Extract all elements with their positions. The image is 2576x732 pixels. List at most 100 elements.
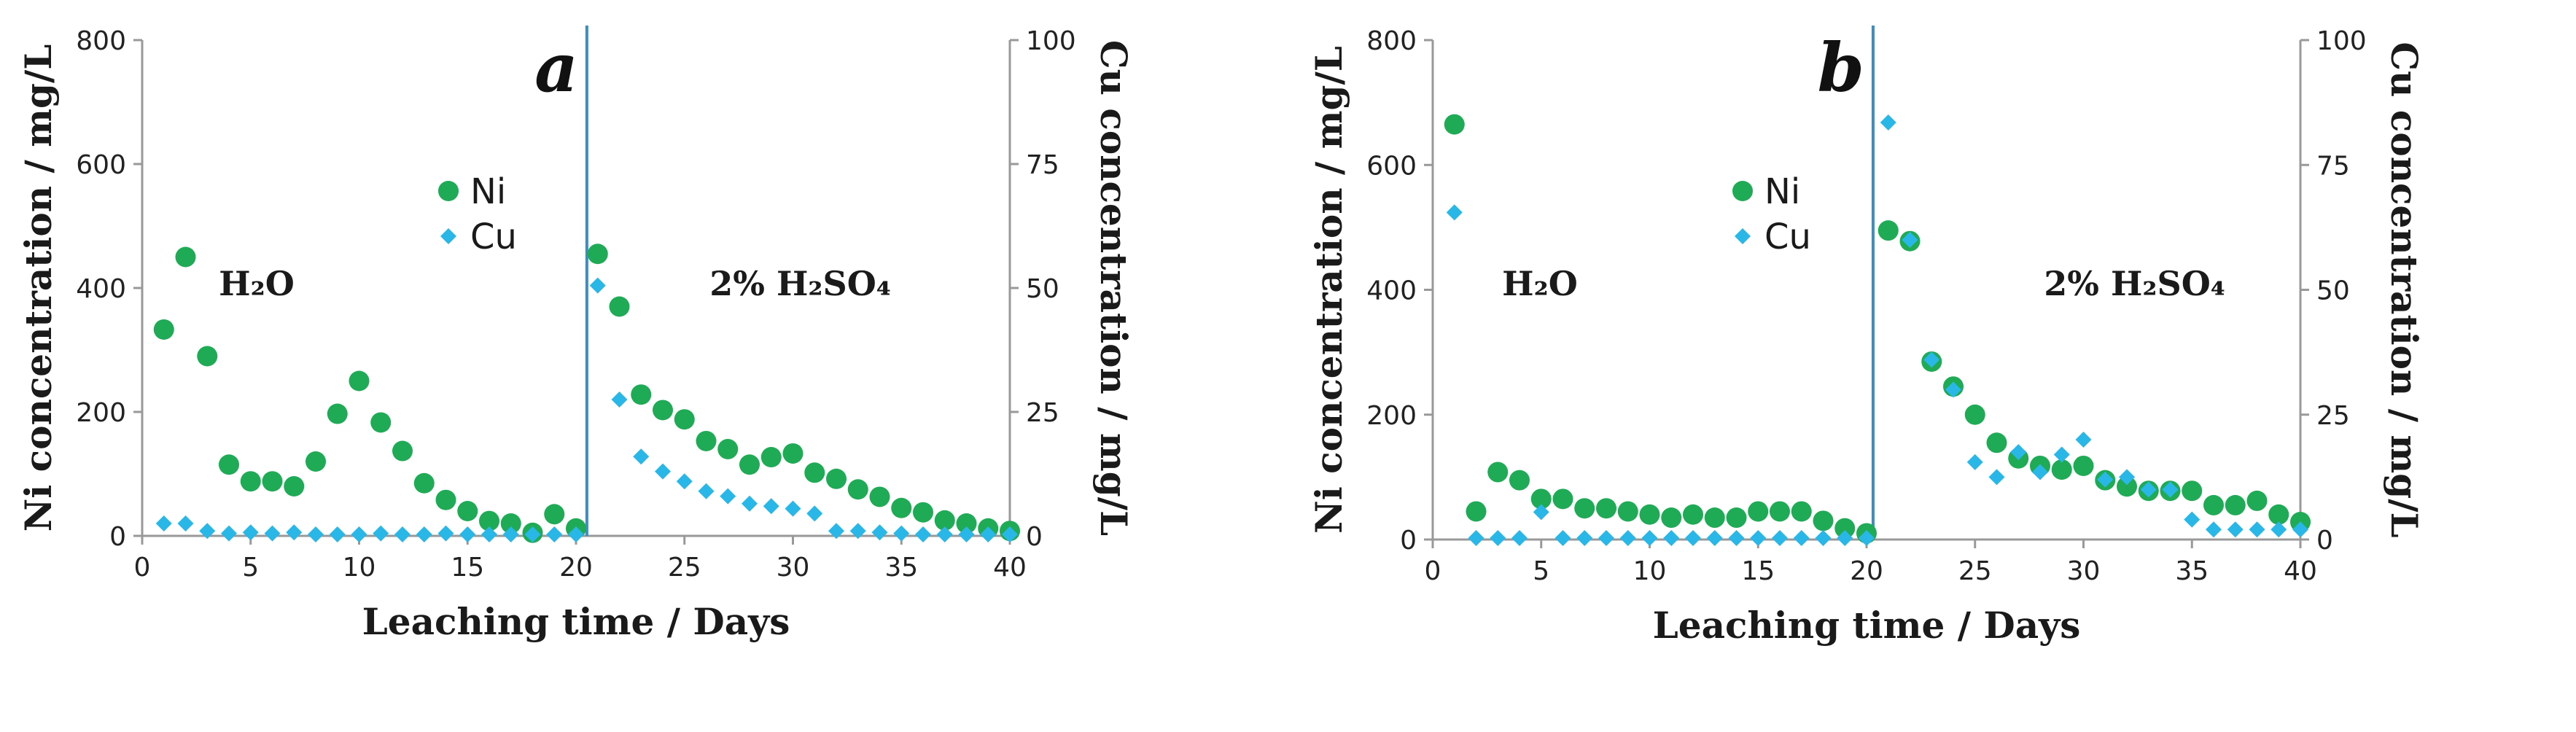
legend-cu-label-b: Cu xyxy=(1764,217,1811,257)
cu-point xyxy=(1793,529,1810,546)
legend-cu-label-a: Cu xyxy=(470,217,517,257)
ni-point xyxy=(913,502,933,523)
ni-point xyxy=(2182,480,2203,502)
ni-point xyxy=(934,510,955,531)
ni-point xyxy=(804,462,825,483)
ni-point xyxy=(370,412,392,433)
legend-cu-marker xyxy=(440,228,456,244)
ni-point xyxy=(1704,507,1725,529)
cu-point xyxy=(1815,529,1832,546)
cu-point xyxy=(1685,529,1701,546)
ni-point xyxy=(1530,488,1552,510)
cu-point xyxy=(199,523,216,540)
x-tick-label: 5 xyxy=(1533,556,1549,586)
ni-point xyxy=(1639,504,1660,525)
ni-point xyxy=(1596,498,1616,519)
cu-point xyxy=(1446,204,1463,221)
cu-point xyxy=(308,526,324,542)
cu-point xyxy=(568,526,584,542)
ni-point xyxy=(717,439,739,459)
cu-point xyxy=(1966,453,1983,470)
cu-point xyxy=(936,526,953,542)
cu-point xyxy=(2162,481,2179,498)
cu-point xyxy=(373,525,389,542)
y-right-tick-label: 75 xyxy=(2316,151,2350,181)
cu-point xyxy=(720,488,736,505)
legend-ni-marker xyxy=(438,181,459,201)
cu-point xyxy=(394,526,410,542)
x-tick-label: 40 xyxy=(2284,556,2317,586)
ni-point xyxy=(2117,476,2137,497)
cu-point xyxy=(1945,381,1961,398)
annotation-water-a: H₂O xyxy=(219,264,295,303)
x-axis-title-b: Leaching time / Days xyxy=(1653,604,2081,647)
cu-point xyxy=(459,526,476,542)
ni-point xyxy=(349,370,370,392)
cu-point xyxy=(437,525,454,542)
cu-point xyxy=(2227,521,2244,538)
ni-point xyxy=(262,471,283,492)
annotation-water-b: H₂O xyxy=(1502,264,1578,303)
ni-point xyxy=(760,447,782,468)
ni-point xyxy=(2268,504,2289,525)
ni-point xyxy=(869,486,890,507)
cu-point xyxy=(1468,529,1484,546)
y-left-tick-label: 200 xyxy=(76,398,126,428)
x-tick-label: 10 xyxy=(1633,556,1667,586)
cu-point xyxy=(958,526,975,542)
y-left-tick-label: 600 xyxy=(1366,151,1417,181)
chart-panel-b: 0 5 10 15 20 25 30 35 4002004006008000255075100 … xyxy=(1307,26,2426,647)
ni-point xyxy=(457,501,478,521)
x-tick-label: 30 xyxy=(2067,556,2101,586)
y-left-tick-label: 0 xyxy=(109,522,126,552)
ni-point xyxy=(1444,114,1465,135)
ni-point xyxy=(2246,490,2268,511)
ni-point xyxy=(609,296,630,317)
y-left-tick-label: 800 xyxy=(76,26,126,56)
cu-point xyxy=(1902,232,1918,248)
cu-point xyxy=(1554,529,1571,546)
cu-point xyxy=(1837,529,1853,546)
ni-point xyxy=(153,319,174,340)
ni-point xyxy=(653,400,673,421)
x-tick-label: 5 xyxy=(242,553,259,583)
cu-point xyxy=(828,523,844,540)
cu-point xyxy=(785,500,801,517)
cu-point xyxy=(481,526,497,542)
cu-point xyxy=(1772,529,1788,546)
x-axis-title-a: Leaching time / Days xyxy=(362,600,790,643)
cu-point xyxy=(1619,529,1636,546)
ni-point xyxy=(891,497,912,518)
chart-panel-a: 0 5 10 15 20 25 30 35 4002004006008000255075100 … xyxy=(17,26,1135,643)
cu-point xyxy=(698,483,715,499)
cu-point xyxy=(633,448,650,465)
cu-point xyxy=(676,473,693,490)
x-tick-label: 25 xyxy=(668,553,701,583)
x-tick-label: 40 xyxy=(993,553,1027,583)
cu-point xyxy=(155,515,172,532)
ni-point xyxy=(240,471,261,492)
ni-point xyxy=(1617,501,1638,522)
y-right-tick-label: 0 xyxy=(1026,522,1043,552)
ni-point xyxy=(435,489,456,510)
x-tick-label: 0 xyxy=(134,553,151,583)
ni-point xyxy=(219,454,239,475)
y-right-tick-label: 50 xyxy=(2316,276,2350,306)
ni-point xyxy=(847,479,868,500)
y-right-tick-label: 100 xyxy=(1026,26,1076,56)
cu-point xyxy=(2053,446,2070,463)
ni-point xyxy=(306,451,326,472)
cu-point xyxy=(264,525,281,542)
y-left-tick-label: 200 xyxy=(1366,401,1417,431)
ni-point xyxy=(696,430,717,451)
y-right-tick-label: 50 xyxy=(1026,274,1059,304)
y-left-tick-label: 800 xyxy=(1366,26,1417,56)
ni-point xyxy=(1834,518,1856,539)
annotation-acid-b: 2% H₂SO₄ xyxy=(2044,264,2225,303)
y-right-tick-label: 25 xyxy=(1026,398,1059,428)
y-right-axis-title-a: Cu concentration / mg/L xyxy=(1092,40,1135,536)
ni-point xyxy=(1791,501,1812,522)
ni-point xyxy=(197,346,218,367)
ni-point xyxy=(1487,462,1509,483)
legend-ni-label-b: Ni xyxy=(1764,171,1800,212)
